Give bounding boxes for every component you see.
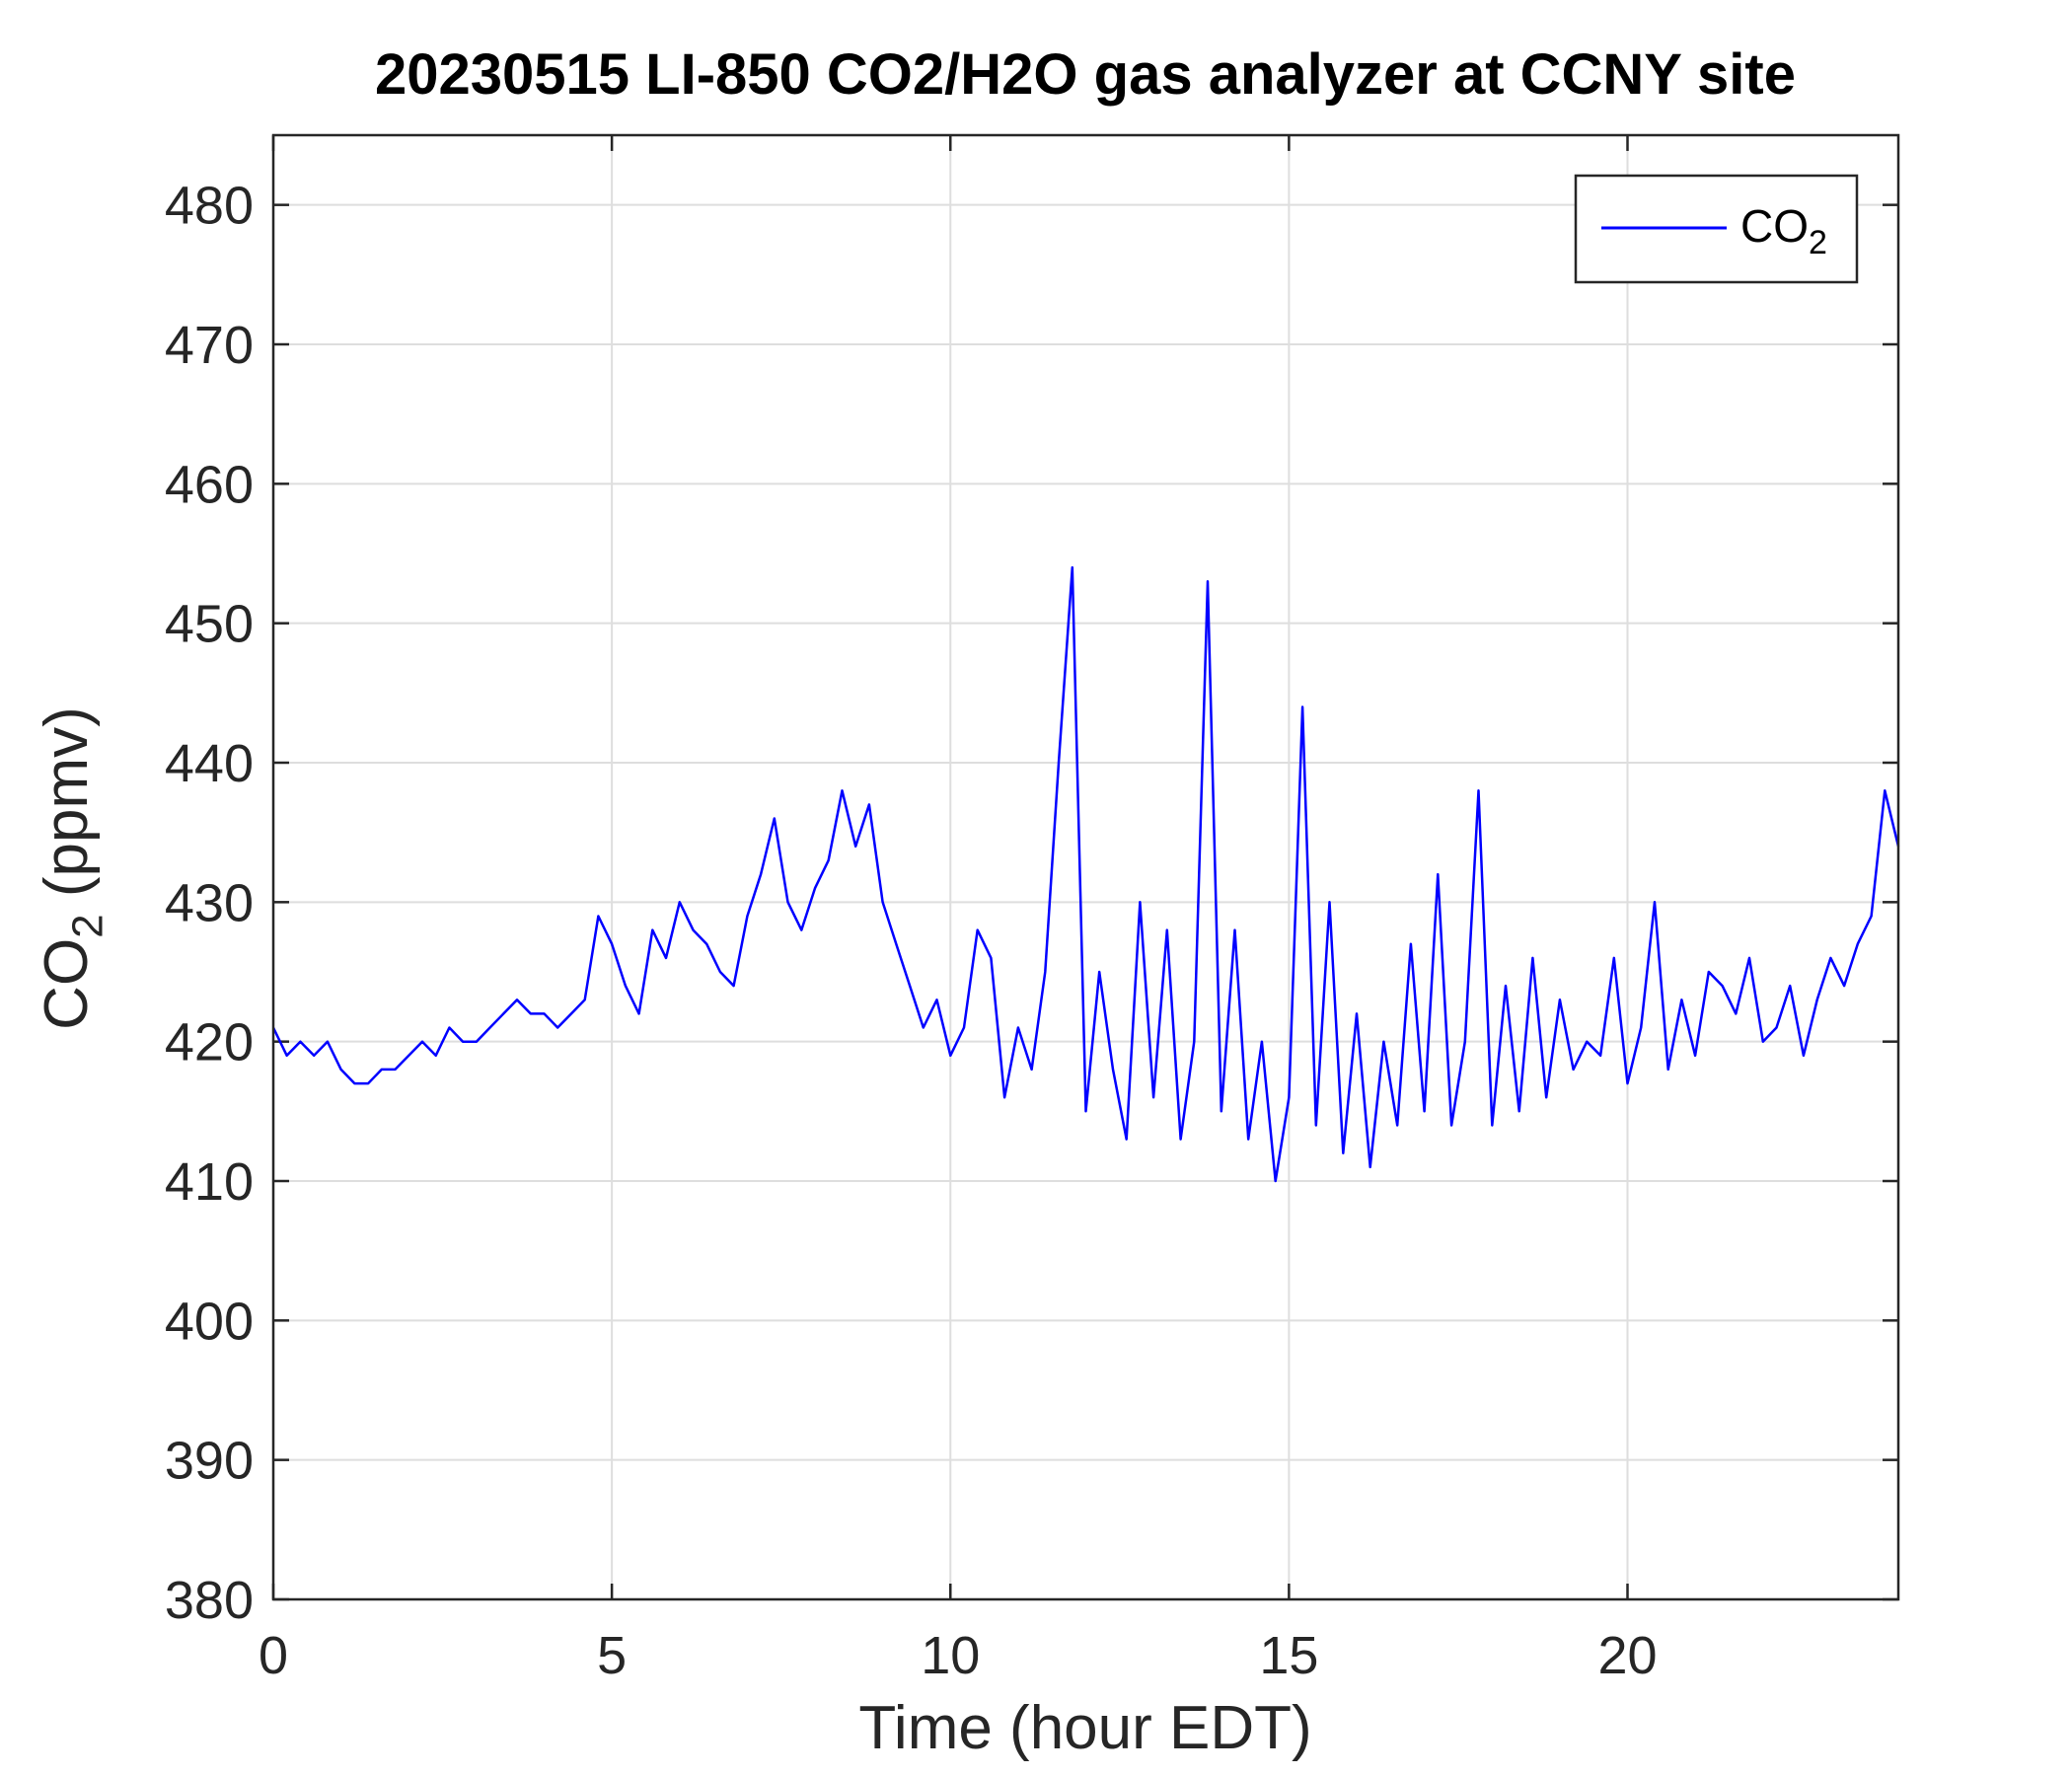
x-tick-label: 15	[1259, 1626, 1318, 1685]
x-axis-label: Time (hour EDT)	[858, 1694, 1311, 1762]
legend: CO2	[1574, 174, 1859, 284]
y-tick-label: 450	[165, 595, 254, 654]
axes-box	[271, 133, 1900, 1601]
y-tick-label: 400	[165, 1292, 254, 1351]
y-tick-label: 440	[165, 734, 254, 793]
x-tick-label: 0	[259, 1626, 288, 1685]
y-tick-label: 390	[165, 1432, 254, 1491]
x-tick-label: 20	[1597, 1626, 1657, 1685]
y-axis-label: CO2 (ppmv)	[33, 706, 111, 1030]
legend-label: CO2	[1740, 200, 1827, 261]
y-tick-label: 430	[165, 873, 254, 932]
y-tick-label: 410	[165, 1152, 254, 1212]
y-tick-label: 460	[165, 455, 254, 514]
x-tick-label: 5	[597, 1626, 627, 1685]
y-tick-label: 470	[165, 316, 254, 375]
y-tick-label: 420	[165, 1013, 254, 1073]
x-tick-label: 10	[921, 1626, 980, 1685]
chart-title: 20230515 LI-850 CO2/H2O gas analyzer at …	[375, 42, 1796, 107]
y-tick-label: 380	[165, 1571, 254, 1630]
y-tick-label: 480	[165, 177, 254, 236]
data-line	[271, 565, 1900, 1183]
